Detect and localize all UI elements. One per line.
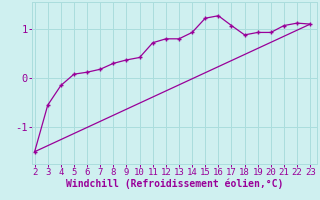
- X-axis label: Windchill (Refroidissement éolien,°C): Windchill (Refroidissement éolien,°C): [66, 179, 283, 189]
